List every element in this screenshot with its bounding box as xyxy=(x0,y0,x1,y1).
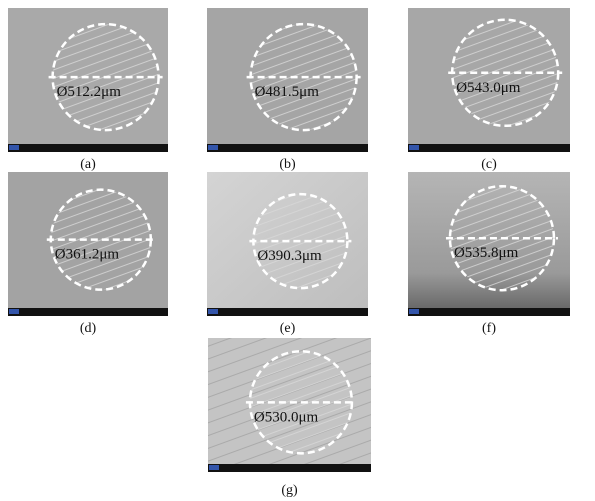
info-logo xyxy=(9,309,19,314)
info-bar xyxy=(207,144,368,152)
diameter-label: Ø390.3μm xyxy=(257,248,322,264)
info-logo xyxy=(409,145,419,150)
panel-label: (b) xyxy=(279,157,296,172)
panel-label: (c) xyxy=(481,157,497,172)
figure: Ø512.2μm (a) Ø481.5μm (b) Ø543.0μm (c) Ø361.2μ… xyxy=(0,0,595,501)
diameter-label: Ø530.0μm xyxy=(254,409,319,425)
panel: Ø481.5μm xyxy=(207,8,368,152)
diameter-label: Ø512.2μm xyxy=(57,84,122,100)
diameter-label: Ø361.2μm xyxy=(55,247,120,263)
panel-label: (g) xyxy=(281,483,298,498)
panel: Ø535.8μm xyxy=(408,172,570,316)
info-logo xyxy=(409,309,419,314)
info-logo xyxy=(208,145,218,150)
diameter-label: Ø481.5μm xyxy=(255,84,320,100)
panel: Ø390.3μm xyxy=(207,172,368,316)
info-bar xyxy=(208,464,371,472)
info-logo xyxy=(9,145,19,150)
panel-label: (a) xyxy=(80,157,96,172)
panel-label: (f) xyxy=(482,321,496,336)
info-bar xyxy=(408,308,570,316)
info-logo xyxy=(209,465,219,470)
panel-label: (d) xyxy=(80,321,97,336)
panel-label: (e) xyxy=(280,321,296,336)
info-bar xyxy=(408,144,570,152)
panel: Ø512.2μm xyxy=(8,8,168,152)
info-bar xyxy=(8,144,168,152)
diameter-label: Ø543.0μm xyxy=(456,80,521,96)
panel: Ø543.0μm xyxy=(408,8,570,152)
diameter-label: Ø535.8μm xyxy=(454,245,519,261)
info-bar xyxy=(207,308,368,316)
panel: Ø361.2μm xyxy=(8,172,168,316)
panel: Ø530.0μm xyxy=(208,338,371,472)
info-bar xyxy=(8,308,168,316)
info-logo xyxy=(208,309,218,314)
